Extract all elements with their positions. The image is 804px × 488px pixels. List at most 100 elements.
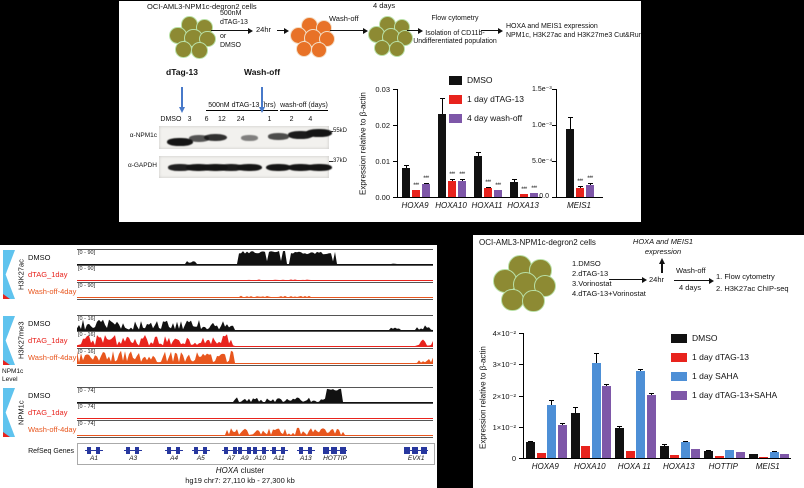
gene-line bbox=[191, 450, 210, 451]
gene-exon bbox=[237, 447, 242, 454]
bar bbox=[704, 450, 713, 458]
wb-lane-label: 4 bbox=[308, 116, 313, 123]
wb-npm1c-blot bbox=[159, 126, 333, 149]
legend-row: DMSO bbox=[671, 333, 777, 343]
y-tick-label: 1.0e⁻³ bbox=[532, 122, 552, 129]
y-tick-label: 0 bbox=[511, 454, 516, 463]
cell bbox=[296, 41, 312, 57]
bar bbox=[636, 370, 645, 458]
signal-track: [0 - 90] bbox=[77, 283, 433, 300]
signal-track: [0 - 74] bbox=[77, 387, 433, 404]
error-bar bbox=[485, 186, 491, 188]
error-line bbox=[708, 449, 709, 451]
locus-caption-gene: HOXA bbox=[215, 466, 239, 475]
wb-lane-label: 1 bbox=[267, 116, 272, 123]
legend-row: 1 day dTAG-13+SAHA bbox=[671, 390, 777, 400]
gene-glyph bbox=[165, 446, 184, 455]
legend-swatch bbox=[671, 371, 687, 381]
category-label: HOXA10 bbox=[573, 462, 606, 471]
locus-caption: HOXA cluster bbox=[60, 466, 420, 475]
track-label: DMSO bbox=[28, 253, 51, 262]
days-label-2: 4 days bbox=[679, 283, 702, 292]
error-bar bbox=[528, 441, 533, 443]
flow-line: Isolation of CD11b- bbox=[425, 30, 485, 37]
bar-wrap: *** bbox=[576, 89, 584, 197]
bar-wrap bbox=[615, 333, 624, 458]
bar-wrap: *** bbox=[530, 89, 538, 197]
category-label: HOXA9 bbox=[531, 462, 559, 471]
gene-glyph bbox=[85, 446, 104, 455]
y-tick-label: 1×10⁻² bbox=[492, 422, 516, 432]
error-line bbox=[569, 117, 571, 129]
gene-label: A3 bbox=[129, 455, 138, 462]
y-tick-mark bbox=[519, 333, 523, 334]
wb-band bbox=[287, 131, 314, 139]
treatment-item: 3.Vorinostat bbox=[572, 279, 612, 288]
cell-cluster-olive-3 bbox=[493, 255, 557, 313]
gene-glyph bbox=[235, 446, 254, 455]
wb-band bbox=[241, 135, 258, 141]
error-bar bbox=[604, 383, 609, 387]
arrow-up-expression-head bbox=[658, 258, 665, 264]
bar-wrap bbox=[691, 333, 700, 458]
arrow-to-flow bbox=[407, 30, 419, 31]
cell-line-title: OCI-AML3-NPM1c-degron2 cells bbox=[147, 2, 257, 11]
wb-lane-label: 24 bbox=[236, 116, 245, 123]
error-line bbox=[574, 407, 576, 413]
track-label: DMSO bbox=[28, 391, 51, 400]
bar bbox=[484, 188, 492, 197]
bar-wrap bbox=[438, 89, 446, 197]
legend-swatch bbox=[671, 390, 687, 400]
bar-wrap bbox=[625, 333, 635, 458]
wb-band bbox=[306, 164, 332, 171]
error-bar bbox=[475, 152, 481, 156]
level-ribbon-icon bbox=[3, 316, 15, 365]
bar-wrap bbox=[547, 333, 556, 458]
category-label: HOXA13 bbox=[507, 201, 539, 210]
wb-mw-37-dash bbox=[329, 161, 333, 162]
error-line bbox=[513, 179, 515, 182]
legend-label: 1 day dTAG-13 bbox=[692, 352, 750, 362]
error-bar bbox=[511, 179, 517, 182]
error-line bbox=[595, 352, 597, 363]
gene-line bbox=[85, 450, 104, 451]
treatment-line: or bbox=[220, 33, 227, 40]
bar bbox=[625, 451, 635, 458]
error-line bbox=[773, 451, 775, 453]
bar bbox=[402, 168, 410, 197]
bar-group bbox=[613, 333, 658, 458]
level-ribbon-accent bbox=[3, 360, 10, 365]
wb-washoff-arrow bbox=[261, 87, 263, 108]
gene-glyph bbox=[191, 446, 210, 455]
error-line bbox=[663, 444, 665, 447]
flow-line: Flow cytometry bbox=[431, 15, 479, 22]
bar-wrap: *** bbox=[422, 89, 430, 197]
treatment-text-top: 500nM dTAG-13 bbox=[220, 10, 248, 27]
error-bar bbox=[459, 178, 465, 181]
y-tick-label: 1.5e⁻³ bbox=[532, 86, 552, 93]
bar-wrap bbox=[570, 333, 580, 458]
error-bar bbox=[567, 117, 573, 129]
bar-wrap bbox=[759, 333, 768, 458]
error-line bbox=[425, 182, 427, 185]
error-line bbox=[579, 186, 581, 189]
wb-dtag-arrow bbox=[181, 87, 183, 108]
wb-band bbox=[166, 138, 193, 146]
npm1c-level-line: NPM1c bbox=[2, 368, 24, 375]
error-line bbox=[606, 383, 607, 387]
y-tick-mark bbox=[519, 364, 523, 366]
cell bbox=[175, 41, 193, 58]
chartC-legend: DMSO 1 day dTAG-13 1 day SAHA 1 day dTAG-13… bbox=[671, 333, 777, 409]
gene-exon bbox=[193, 447, 198, 454]
cell-cluster-olive bbox=[169, 16, 217, 60]
gene-exon bbox=[323, 447, 330, 454]
legend-label: 1 day dTAG-13 bbox=[467, 94, 525, 104]
bar-wrap bbox=[636, 333, 645, 458]
gene-exon bbox=[404, 447, 411, 454]
gene-glyph bbox=[270, 446, 289, 455]
gene-line bbox=[222, 450, 241, 451]
gene-line bbox=[235, 450, 254, 451]
significance-stars: *** bbox=[531, 185, 537, 192]
track-label: dTAG_1day bbox=[28, 408, 68, 417]
legend-swatch bbox=[449, 75, 462, 85]
